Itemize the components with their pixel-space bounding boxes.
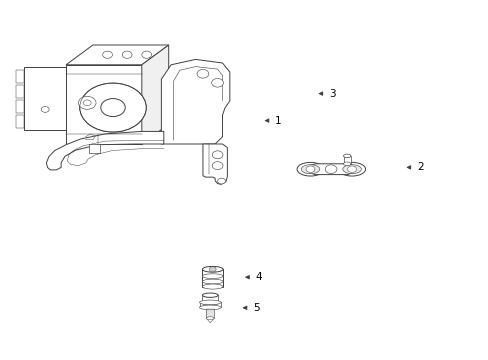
Bar <box>202 295 218 303</box>
Circle shape <box>122 51 132 58</box>
Text: 5: 5 <box>253 303 260 313</box>
Bar <box>202 269 223 287</box>
Circle shape <box>212 162 223 170</box>
Circle shape <box>83 100 91 106</box>
Circle shape <box>347 166 356 172</box>
Ellipse shape <box>206 317 214 320</box>
Circle shape <box>101 99 125 117</box>
Ellipse shape <box>202 301 218 305</box>
Polygon shape <box>305 164 356 175</box>
Ellipse shape <box>199 300 221 305</box>
Bar <box>66 65 142 144</box>
Ellipse shape <box>342 165 361 174</box>
Circle shape <box>197 69 208 78</box>
Text: 4: 4 <box>255 272 262 282</box>
Circle shape <box>102 51 112 58</box>
Bar <box>199 302 221 307</box>
Bar <box>343 156 350 164</box>
Ellipse shape <box>343 162 350 166</box>
Ellipse shape <box>338 162 365 176</box>
Ellipse shape <box>199 305 221 310</box>
Bar <box>16 115 24 128</box>
Polygon shape <box>203 144 227 184</box>
Ellipse shape <box>202 284 223 289</box>
Polygon shape <box>161 59 229 144</box>
Circle shape <box>78 96 96 109</box>
Text: 3: 3 <box>328 89 335 99</box>
Ellipse shape <box>202 293 218 297</box>
Circle shape <box>41 107 49 112</box>
Bar <box>206 307 214 318</box>
Circle shape <box>217 178 225 184</box>
Ellipse shape <box>202 274 223 279</box>
Bar <box>24 67 66 130</box>
Circle shape <box>142 51 151 58</box>
Text: 2: 2 <box>416 162 423 172</box>
Bar <box>16 100 24 113</box>
Bar <box>16 70 24 83</box>
Circle shape <box>209 267 216 272</box>
Polygon shape <box>66 45 168 65</box>
Circle shape <box>80 83 146 132</box>
Circle shape <box>305 166 314 172</box>
Circle shape <box>212 151 223 159</box>
Ellipse shape <box>202 266 223 272</box>
Polygon shape <box>206 318 214 323</box>
Polygon shape <box>142 45 168 144</box>
Ellipse shape <box>297 162 323 176</box>
Polygon shape <box>46 131 163 170</box>
Polygon shape <box>89 144 100 153</box>
Circle shape <box>211 78 223 87</box>
Ellipse shape <box>301 165 319 174</box>
Text: 1: 1 <box>275 116 282 126</box>
Bar <box>16 85 24 98</box>
Ellipse shape <box>202 279 223 284</box>
Ellipse shape <box>343 154 350 158</box>
Circle shape <box>325 165 336 174</box>
